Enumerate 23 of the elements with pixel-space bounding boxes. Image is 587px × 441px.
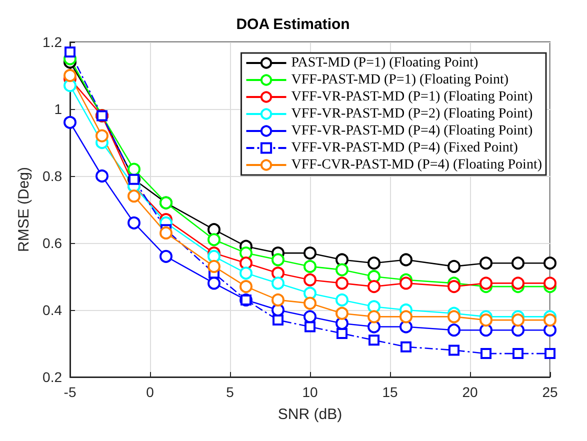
x-tick-label: 10 — [302, 384, 318, 400]
x-tick-label: 5 — [226, 384, 234, 400]
legend-label: VFF-CVR-PAST-MD (P=4) (Floating Point) — [291, 158, 542, 172]
legend-label: VFF-VR-PAST-MD (P=4) (Floating Point) — [291, 124, 533, 138]
legend-label: VFF-VR-PAST-MD (P=4) (Fixed Point) — [291, 140, 518, 156]
x-tick-label: 15 — [382, 384, 398, 400]
y-tick-label: 1.2 — [42, 34, 62, 50]
x-tick-label: 25 — [542, 384, 558, 400]
legend-label: PAST-MD (P=1) (Floating Point) — [291, 56, 479, 70]
legend-label: VFF-VR-PAST-MD (P=2) (Floating Point) — [291, 106, 533, 122]
y-tick-label: 1 — [54, 101, 62, 117]
y-tick-label: 0.2 — [42, 369, 62, 385]
legend-label: VFF-VR-PAST-MD (P=1) (Floating Point) — [291, 90, 533, 104]
y-tick-label: 0.6 — [42, 235, 62, 251]
x-tick-label: 20 — [462, 384, 478, 400]
y-tick-label: 0.4 — [42, 302, 62, 318]
x-tick-label: 0 — [146, 384, 154, 400]
x-axis-title: SNR (dB) — [278, 406, 342, 423]
chart-title: DOA Estimation — [236, 16, 350, 33]
legend-label: VFF-PAST-MD (P=1) (Floating Point) — [291, 72, 509, 88]
x-tick-label: -5 — [64, 384, 76, 400]
y-tick-label: 0.8 — [42, 168, 62, 184]
y-axis-title: RMSE (Deg) — [16, 166, 33, 252]
